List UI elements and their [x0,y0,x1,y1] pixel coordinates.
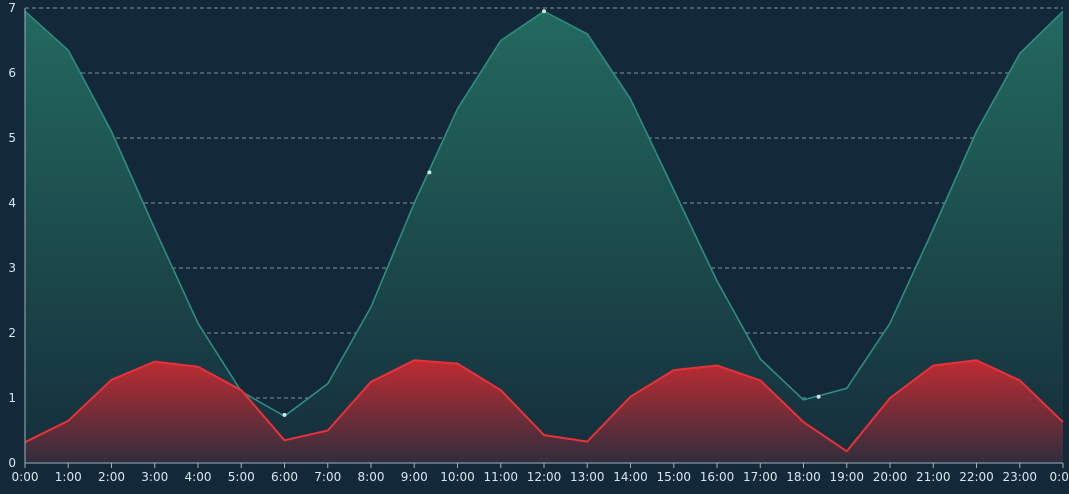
x-tick-label: 0:00 [12,470,39,484]
point-marker [816,394,821,399]
y-tick-label: 6 [8,66,16,80]
x-tick-label: 5:00 [228,470,255,484]
x-tick-label: 19:00 [829,470,864,484]
x-tick-label: 11:00 [483,470,518,484]
y-tick-label: 3 [8,261,16,275]
x-tick-label: 23:00 [1002,470,1037,484]
point-marker [542,9,546,14]
y-tick-label: 7 [8,1,16,15]
series-1-line [24,359,1064,453]
x-tick-label: 14:00 [613,470,648,484]
x-tick-label: 8:00 [358,470,385,484]
point-markers [282,9,821,417]
x-tick-label: 9:00 [401,470,428,484]
x-tick-label: 17:00 [743,470,778,484]
point-marker [282,412,287,417]
x-tick-label: 20:00 [873,470,908,484]
series-1-area [25,360,1063,463]
x-tick-label: 15:00 [656,470,691,484]
x-tick-label: 10:00 [440,470,475,484]
point-marker [427,170,432,175]
y-tick-label: 4 [8,196,16,210]
x-tick-label: 22:00 [959,470,994,484]
x-tick-label: 6:00 [271,470,298,484]
series-0-area [25,11,1063,464]
x-tick-label: 1:00 [55,470,82,484]
x-tick-label: 2:00 [98,470,125,484]
x-tick-label: 18:00 [786,470,821,484]
y-tick-label: 2 [8,326,16,340]
axes [24,8,1064,468]
x-tick-label: 0:00 [1050,470,1069,484]
x-tick-label: 4:00 [185,470,212,484]
tick-labels: 0 1 2 3 4 5 6 7 0:00 1:00 2:00 3:00 4:00 5:00 6:00 7:00… [8,1,1069,484]
x-tick-label: 16:00 [700,470,735,484]
x-tick-label: 7:00 [314,470,341,484]
x-tick-label: 3:00 [141,470,168,484]
y-tick-label: 0 [8,456,16,470]
series-areas [24,10,1064,464]
x-tick-label: 13:00 [570,470,605,484]
y-tick-label: 1 [8,391,16,405]
x-tick-label: 12:00 [527,470,562,484]
x-tick-label: 21:00 [916,470,951,484]
y-tick-label: 5 [8,131,16,145]
